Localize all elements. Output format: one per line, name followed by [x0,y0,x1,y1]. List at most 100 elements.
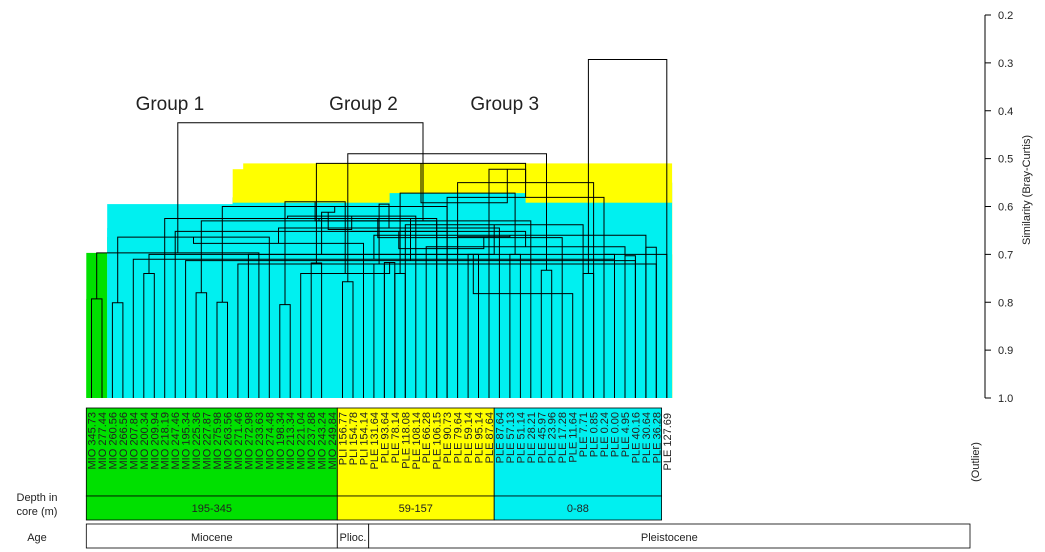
leaf-label: MIO 243.24 [317,412,329,469]
cluster-fill-108 [107,204,505,398]
dendrogram-link-102 [377,218,563,398]
leaf-label: MIO 233.63 [254,412,266,469]
group-title-1: Group 1 [136,94,205,115]
leaf-label: PLE 40.16 [630,412,642,463]
age-band-label: Pleistocene [641,532,698,544]
age-band-1 [85,523,338,549]
group-title-3: Group 3 [470,94,539,115]
group-title-2: Group 2 [329,94,398,115]
leaf-label: MIO 266.56 [118,412,130,469]
leaf-label: MIO 198.34 [275,412,287,469]
leaf-label: MIO 272.98 [243,412,255,469]
leaf-label: PLE 11.64 [568,412,580,463]
depth-row: 195-345 59-157 0-88 [85,495,663,521]
leaf-label: PLE 30.64 [641,412,653,463]
leaf-label: PLE 66.28 [421,412,433,463]
leaf-label: PLE 51.14 [515,412,527,463]
dendrogram-link-88 [350,230,448,398]
leaf-label: PLE 0.85 [589,412,601,457]
leaf-label: PLE 57.13 [505,412,517,463]
depth-row-label-line: core (m) [17,506,58,518]
leaf-label: PLE 131.64 [369,412,381,470]
leaf-label: MIO 345.73 [87,412,99,469]
leaf-label: PLE 127.69 [662,413,674,471]
dendrogram-link-109 [347,153,547,282]
dendrogram-tree [86,59,673,398]
leaf-label: MIO 218.19 [160,412,172,469]
y-tick-label: 0.9 [998,345,1013,357]
y-tick-label: 0.7 [998,249,1013,261]
leaf-label: PLE 90.73 [442,412,454,463]
leaf-label: MIO 247.46 [170,412,182,469]
similarity-axis: 0.2 0.3 0.4 0.5 0.6 0.7 0.8 0.9 1.0 [984,10,1013,405]
age-row-label: Age [27,532,47,544]
y-tick-label: 0.4 [998,106,1013,118]
leaf-label: PLE 28.21 [526,412,538,463]
outlier-note: (Outlier) [970,442,982,482]
y-tick-label: 0.6 [998,202,1013,214]
leaf-label: MIO 275.98 [212,412,224,469]
age-band-label: Miocene [191,532,233,544]
y-tick-label: 0.3 [998,58,1013,70]
leaf-label: PLI 154.14 [359,412,371,465]
leaf-label: MIO 263.56 [223,412,235,469]
leaf-label: MIO 209.94 [149,412,161,469]
leaf-label: MIO 249.84 [327,412,339,469]
dendrogram-link-110 [177,122,424,253]
dendrogram-link-106 [420,163,508,204]
leaf-label: PLE 45.97 [536,412,548,463]
leaf-label: PLE 118.08 [400,412,412,469]
leaf-label: PLE 0.00 [610,412,622,457]
dendrogram-link-107 [399,192,516,274]
leaf-label: MIO 200.34 [139,412,151,469]
depth-band-label: 195-345 [192,503,232,515]
leaf-label: PLE 106.15 [432,412,444,470]
leaf-label: PLE 79.64 [453,412,465,463]
depth-band-1 [85,495,338,521]
leaf-label: MIO 227.87 [202,412,214,469]
leaf-panel-band-1 [85,407,338,497]
leaf-label: PLE 95.14 [474,412,486,463]
leaf-label: MIO 277.44 [97,412,109,469]
leaf-label: PLE 59.14 [463,412,475,463]
y-tick-label: 1.0 [998,393,1013,405]
dendrogram-link-99 [472,254,574,398]
leaf-label: MIO 225.36 [191,412,203,469]
age-band-2 [336,523,370,549]
dendrogram-link-105 [645,246,657,398]
y-axis-label: Similarity (Bray-Curtis) [1021,135,1033,245]
age-band-3 [368,523,971,549]
leaf-label: PLI 156.77 [338,412,350,465]
dendrogram-link-104 [327,212,353,230]
leaf-label: MIO 213.34 [285,412,297,469]
leaf-label: MIO 207.84 [128,412,140,469]
group-titles: Group 1 Group 2 Group 3 [136,94,539,115]
age-row: Miocene Plioc. Pleistocene [85,523,971,549]
leaf-panel-band-2 [336,407,495,497]
depth-row-label: Depth in core (m) [17,492,58,518]
leaf-label: PLE 36.28 [651,412,663,463]
leaf-label: MIO 274.48 [264,412,276,469]
dendrogram-link-111 [587,59,668,398]
leaf-label: MIO 195.34 [181,412,193,469]
leaf-label: PLE 4.95 [620,412,632,457]
y-tick-label: 0.8 [998,297,1013,309]
leaf-label: PLE 7.71 [578,412,590,457]
dendrogram-link-101 [398,231,485,250]
leaf-label: PLE 0.24 [599,412,611,457]
leaf-label: PLE 87.64 [494,412,506,463]
dendrogram-link-100 [603,253,615,398]
leaf-label: PLE 78.14 [390,412,402,463]
leaf-label: PLE 17.28 [557,412,569,463]
y-tick-label: 0.5 [998,154,1013,166]
depth-row-label-line: Depth in [17,492,58,504]
depth-band-label: 0-88 [567,503,589,515]
depth-band-label: 59-157 [399,503,433,515]
leaf-label: PLE 93.64 [379,412,391,463]
dendrogram-link-108 [378,203,390,264]
leaf-label: MIO 271.46 [233,412,245,469]
leaf-label: PLE 23.96 [547,412,559,463]
leaf-label: PLE 87.64 [484,412,496,463]
